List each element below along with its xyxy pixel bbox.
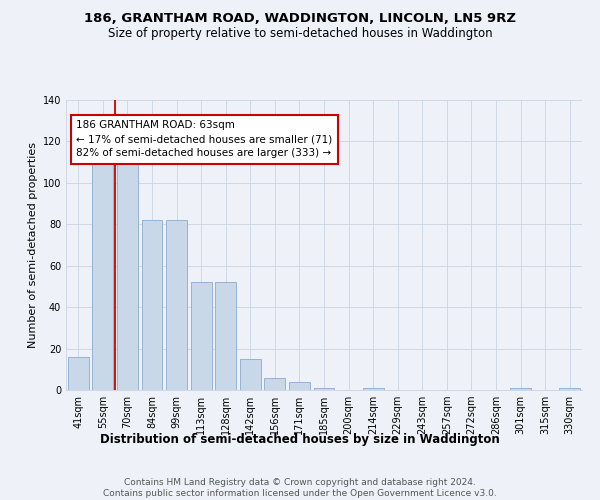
Text: Size of property relative to semi-detached houses in Waddington: Size of property relative to semi-detach… [107, 28, 493, 40]
Bar [68, 357, 89, 390]
Bar [191, 282, 212, 390]
Text: Distribution of semi-detached houses by size in Waddington: Distribution of semi-detached houses by … [100, 432, 500, 446]
Bar [166, 220, 187, 390]
Text: 186 GRANTHAM ROAD: 63sqm
← 17% of semi-detached houses are smaller (71)
82% of s: 186 GRANTHAM ROAD: 63sqm ← 17% of semi-d… [76, 120, 332, 158]
Bar [240, 359, 261, 390]
Bar [142, 220, 163, 390]
Bar [362, 388, 383, 390]
Text: Contains HM Land Registry data © Crown copyright and database right 2024.
Contai: Contains HM Land Registry data © Crown c… [103, 478, 497, 498]
Bar [265, 378, 286, 390]
Bar [314, 388, 334, 390]
Bar [92, 148, 113, 390]
Bar [289, 382, 310, 390]
Bar [117, 150, 138, 390]
Bar [559, 388, 580, 390]
Text: 186, GRANTHAM ROAD, WADDINGTON, LINCOLN, LN5 9RZ: 186, GRANTHAM ROAD, WADDINGTON, LINCOLN,… [84, 12, 516, 26]
Y-axis label: Number of semi-detached properties: Number of semi-detached properties [28, 142, 38, 348]
Bar [215, 282, 236, 390]
Bar [510, 388, 531, 390]
